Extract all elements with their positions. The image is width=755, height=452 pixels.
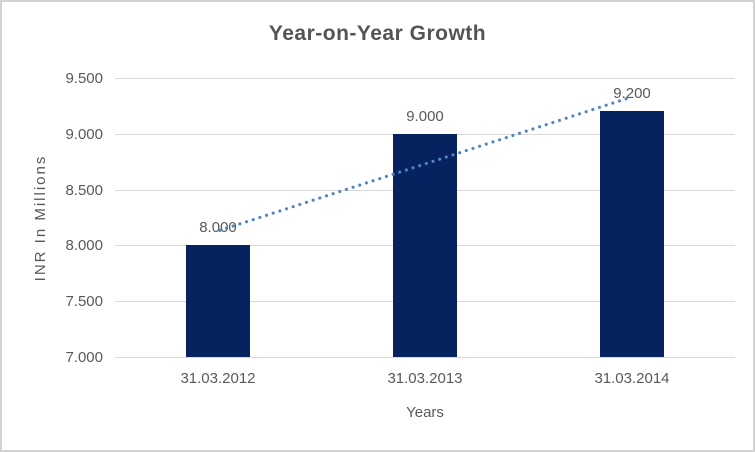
y-tick-label: 8.500: [65, 182, 103, 199]
x-axis-title: Years: [406, 404, 444, 421]
bar-value-label: 9.200: [613, 85, 651, 102]
x-tick-label: 31.03.2012: [180, 370, 256, 387]
bar-31.03.2013: [393, 134, 457, 357]
bar-value-label: 9.000: [406, 108, 444, 125]
bar-31.03.2014: [600, 111, 664, 357]
x-tick-label: 31.03.2013: [387, 370, 463, 387]
y-tick-label: 7.000: [65, 349, 103, 366]
y-tick-label: 9.000: [65, 126, 103, 143]
y-tick-label: 7.500: [65, 293, 103, 310]
y-tick-label: 9.500: [65, 70, 103, 87]
gridline: [115, 78, 735, 79]
chart-title: Year-on-Year Growth: [268, 22, 487, 45]
gridline: [115, 357, 735, 358]
x-tick-label: 31.03.2014: [594, 370, 670, 387]
bar-31.03.2012: [186, 245, 250, 357]
bar-value-label: 8.000: [199, 219, 237, 236]
y-tick-label: 8.000: [65, 237, 103, 254]
